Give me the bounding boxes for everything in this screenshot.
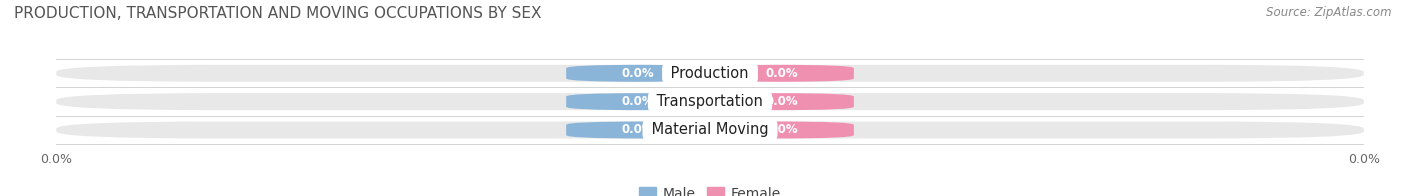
FancyBboxPatch shape <box>56 65 1364 82</box>
FancyBboxPatch shape <box>567 65 710 82</box>
Text: 0.0%: 0.0% <box>621 67 654 80</box>
Text: 0.0%: 0.0% <box>766 95 799 108</box>
Text: PRODUCTION, TRANSPORTATION AND MOVING OCCUPATIONS BY SEX: PRODUCTION, TRANSPORTATION AND MOVING OC… <box>14 6 541 21</box>
Text: Production: Production <box>666 66 754 81</box>
FancyBboxPatch shape <box>710 122 853 139</box>
Text: Transportation: Transportation <box>652 94 768 109</box>
Text: Material Moving: Material Moving <box>647 122 773 137</box>
Legend: Male, Female: Male, Female <box>634 181 786 196</box>
Text: Source: ZipAtlas.com: Source: ZipAtlas.com <box>1267 6 1392 19</box>
Text: 0.0%: 0.0% <box>766 123 799 136</box>
Text: 0.0%: 0.0% <box>766 67 799 80</box>
FancyBboxPatch shape <box>567 122 710 139</box>
FancyBboxPatch shape <box>710 93 853 110</box>
FancyBboxPatch shape <box>567 93 710 110</box>
FancyBboxPatch shape <box>56 122 1364 139</box>
Text: 0.0%: 0.0% <box>621 123 654 136</box>
FancyBboxPatch shape <box>56 93 1364 110</box>
Text: 0.0%: 0.0% <box>621 95 654 108</box>
FancyBboxPatch shape <box>710 65 853 82</box>
